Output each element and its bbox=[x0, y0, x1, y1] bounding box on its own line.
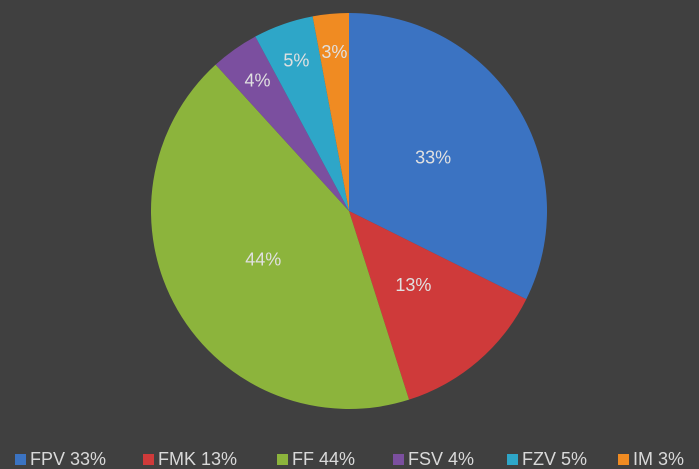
legend-entry: FZV 5% bbox=[522, 449, 587, 469]
legend-name: FSV bbox=[408, 449, 443, 469]
data-label: 33% bbox=[415, 148, 451, 168]
pie-slice bbox=[349, 13, 547, 300]
legend-name: FF bbox=[292, 449, 314, 469]
legend-swatch bbox=[143, 454, 154, 465]
legend-value: 5% bbox=[561, 449, 587, 469]
legend-value: 3% bbox=[658, 449, 684, 469]
legend-swatch bbox=[507, 454, 518, 465]
legend-entry: FPV 33% bbox=[30, 449, 106, 469]
legend-entry: FF 44% bbox=[292, 449, 355, 469]
legend-swatch bbox=[393, 454, 404, 465]
legend-name: IM bbox=[633, 449, 653, 469]
legend-name: FMK bbox=[158, 449, 196, 469]
legend-entry: FSV 4% bbox=[408, 449, 474, 469]
pie-slice bbox=[349, 211, 527, 400]
data-label: 4% bbox=[244, 70, 270, 90]
legend-name: FZV bbox=[522, 449, 556, 469]
legend-name: FPV bbox=[30, 449, 65, 469]
legend-value: 4% bbox=[448, 449, 474, 469]
data-label: 5% bbox=[283, 50, 309, 70]
legend-entry: IM 3% bbox=[633, 449, 684, 469]
legend-value: 13% bbox=[201, 449, 237, 469]
data-label: 3% bbox=[321, 42, 347, 62]
legend-value: 33% bbox=[70, 449, 106, 469]
data-label: 13% bbox=[395, 275, 431, 295]
pie-slice bbox=[255, 16, 349, 212]
legend-swatch bbox=[15, 454, 26, 465]
legend-swatch bbox=[618, 454, 629, 465]
pie-slice bbox=[215, 36, 349, 211]
pie-slice bbox=[150, 64, 410, 410]
data-label: 44% bbox=[245, 249, 281, 269]
pie-slice bbox=[312, 13, 349, 211]
legend-entry: FMK 13% bbox=[158, 449, 237, 469]
legend-swatch bbox=[277, 454, 288, 465]
legend-value: 44% bbox=[319, 449, 355, 469]
